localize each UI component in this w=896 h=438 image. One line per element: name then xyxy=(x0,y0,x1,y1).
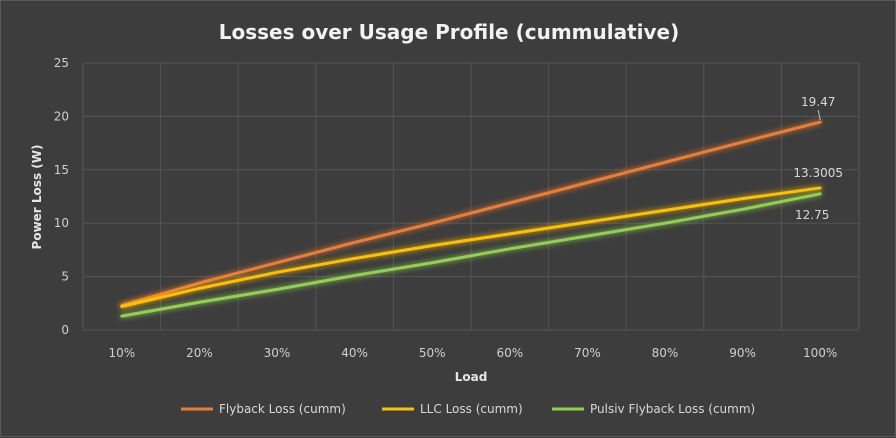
x-tick-label: 70% xyxy=(574,346,601,360)
y-tick-label: 15 xyxy=(54,163,69,177)
y-tick-label: 10 xyxy=(54,216,69,230)
data-label-2: 13.3005 xyxy=(793,166,843,180)
x-tick-label: 40% xyxy=(341,346,368,360)
data-label-3: 12.75 xyxy=(795,208,829,222)
y-tick-label: 5 xyxy=(61,270,69,284)
chart-title: Losses over Usage Profile (cummulative) xyxy=(219,20,680,44)
x-tick-label: 30% xyxy=(264,346,291,360)
data-label-1: 19.47 xyxy=(801,95,835,109)
series-lines xyxy=(120,120,822,318)
y-axis-title: Power Loss (W) xyxy=(30,145,44,250)
y-tick-label: 0 xyxy=(61,323,69,337)
legend-label-2: LLC Loss (cumm) xyxy=(420,402,523,416)
y-tick-label: 25 xyxy=(54,56,69,70)
x-tick-label: 10% xyxy=(108,346,135,360)
x-tick-label: 50% xyxy=(419,346,446,360)
series-line-2 xyxy=(120,186,822,309)
series-line-1 xyxy=(120,120,822,307)
x-tick-label: 20% xyxy=(186,346,213,360)
legend-label-1: Flyback Loss (cumm) xyxy=(219,402,346,416)
y-axis-ticks: 0 5 10 15 20 25 xyxy=(54,56,69,337)
x-tick-label: 100% xyxy=(803,346,837,360)
x-axis-ticks: 10% 20% 30% 40% 50% 60% 70% 80% 90% 100% xyxy=(108,346,837,360)
data-label-leader xyxy=(817,109,821,121)
series-line-3 xyxy=(120,192,822,318)
legend: Flyback Loss (cumm) LLC Loss (cumm) Pulsiv… xyxy=(181,402,755,416)
x-tick-label: 90% xyxy=(729,346,756,360)
x-tick-label: 80% xyxy=(652,346,679,360)
gridlines xyxy=(82,62,860,331)
legend-label-3: Pulsiv Flyback Loss (cumm) xyxy=(590,402,755,416)
y-tick-label: 20 xyxy=(54,109,69,123)
x-tick-label: 60% xyxy=(496,346,523,360)
x-axis-title: Load xyxy=(455,370,488,384)
data-labels: 19.47 13.3005 12.75 xyxy=(793,95,843,222)
